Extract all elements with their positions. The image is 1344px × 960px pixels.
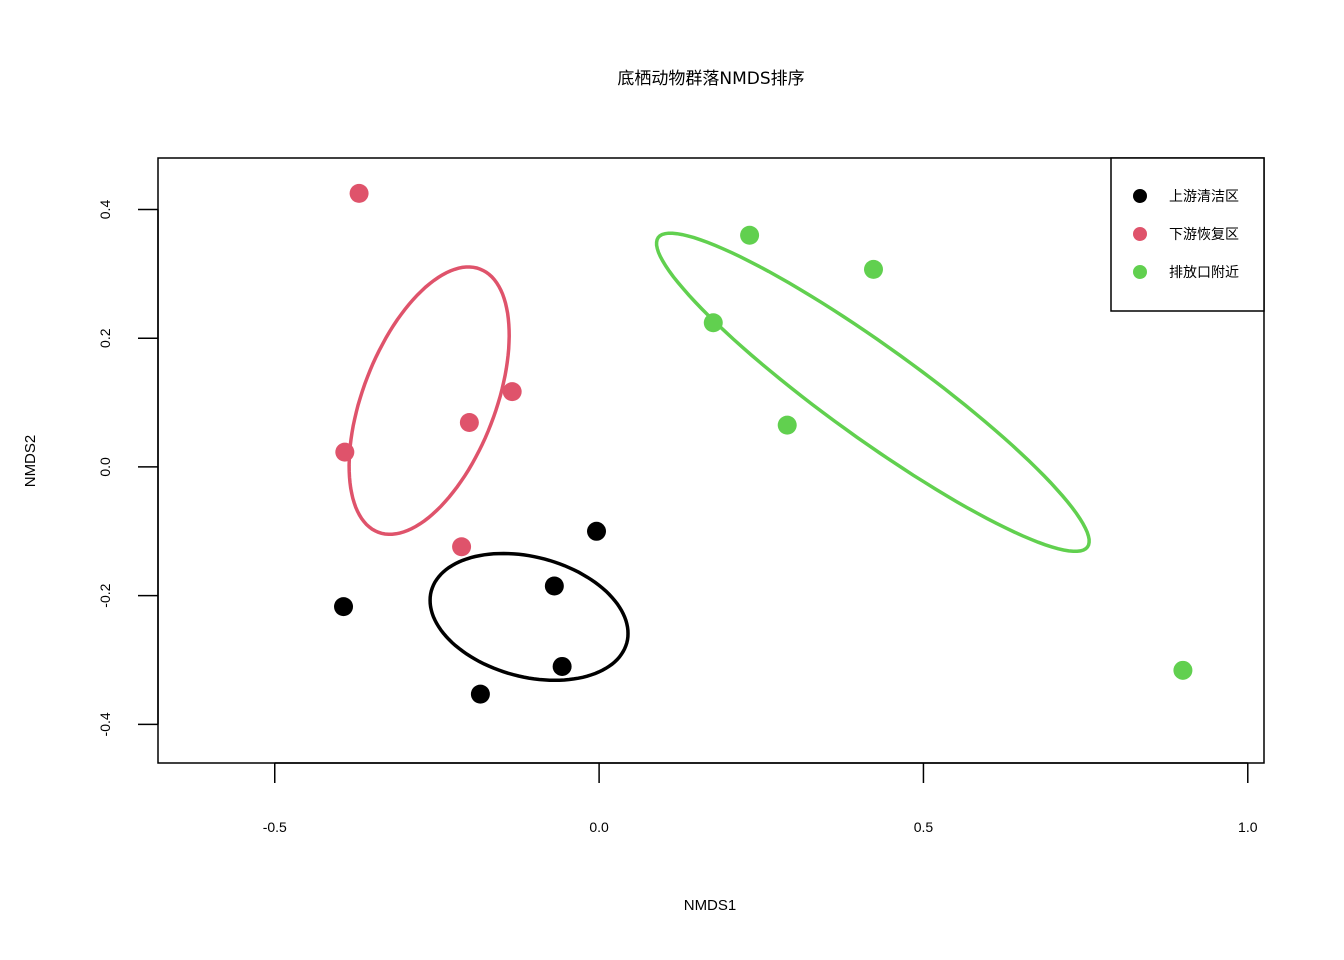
- legend-label: 上游清洁区: [1169, 189, 1239, 205]
- points-layer: [334, 183, 1193, 704]
- data-point: [777, 415, 797, 435]
- ellipse-layer: [347, 231, 1091, 683]
- y-tick-label: 0.4: [97, 200, 113, 220]
- y-axis-label: NMDS2: [22, 435, 39, 488]
- y-tick-label: -0.4: [97, 712, 113, 736]
- x-tick-label: 0.5: [914, 819, 934, 835]
- data-point: [452, 537, 472, 557]
- data-point: [863, 259, 883, 279]
- data-point: [740, 225, 760, 245]
- y-tick-label: 0.0: [97, 457, 113, 477]
- y-axis: -0.4 -0.2 0.0 0.2 0.4: [97, 200, 159, 736]
- data-point: [459, 413, 479, 433]
- chart-title: 底栖动物群落NMDS排序: [617, 69, 804, 89]
- legend-label: 下游恢复区: [1169, 226, 1239, 243]
- x-tick-label: -0.5: [263, 819, 287, 835]
- data-point: [544, 576, 564, 596]
- data-point: [552, 656, 572, 676]
- data-point: [349, 183, 369, 203]
- group-ellipse: [428, 551, 630, 683]
- group-ellipse: [347, 265, 511, 537]
- data-point: [470, 684, 490, 704]
- data-point: [587, 521, 607, 541]
- data-point: [1173, 660, 1193, 680]
- data-point: [502, 382, 522, 402]
- x-axis: -0.5 0.0 0.5 1.0: [263, 762, 1258, 835]
- legend-marker: [1133, 189, 1147, 203]
- x-tick-label: 1.0: [1238, 819, 1258, 835]
- x-tick-label: 0.0: [589, 819, 609, 835]
- legend-label: 排放口附近: [1169, 265, 1239, 281]
- y-tick-label: -0.2: [97, 583, 113, 607]
- plot-frame: [157, 157, 1265, 764]
- data-point: [335, 442, 355, 462]
- x-axis-label: NMDS1: [684, 897, 737, 914]
- y-tick-label: 0.2: [97, 328, 113, 348]
- legend-marker: [1133, 265, 1147, 279]
- data-point: [703, 313, 723, 333]
- group-ellipse: [654, 231, 1091, 554]
- data-point: [334, 597, 354, 617]
- legend-marker: [1133, 227, 1147, 241]
